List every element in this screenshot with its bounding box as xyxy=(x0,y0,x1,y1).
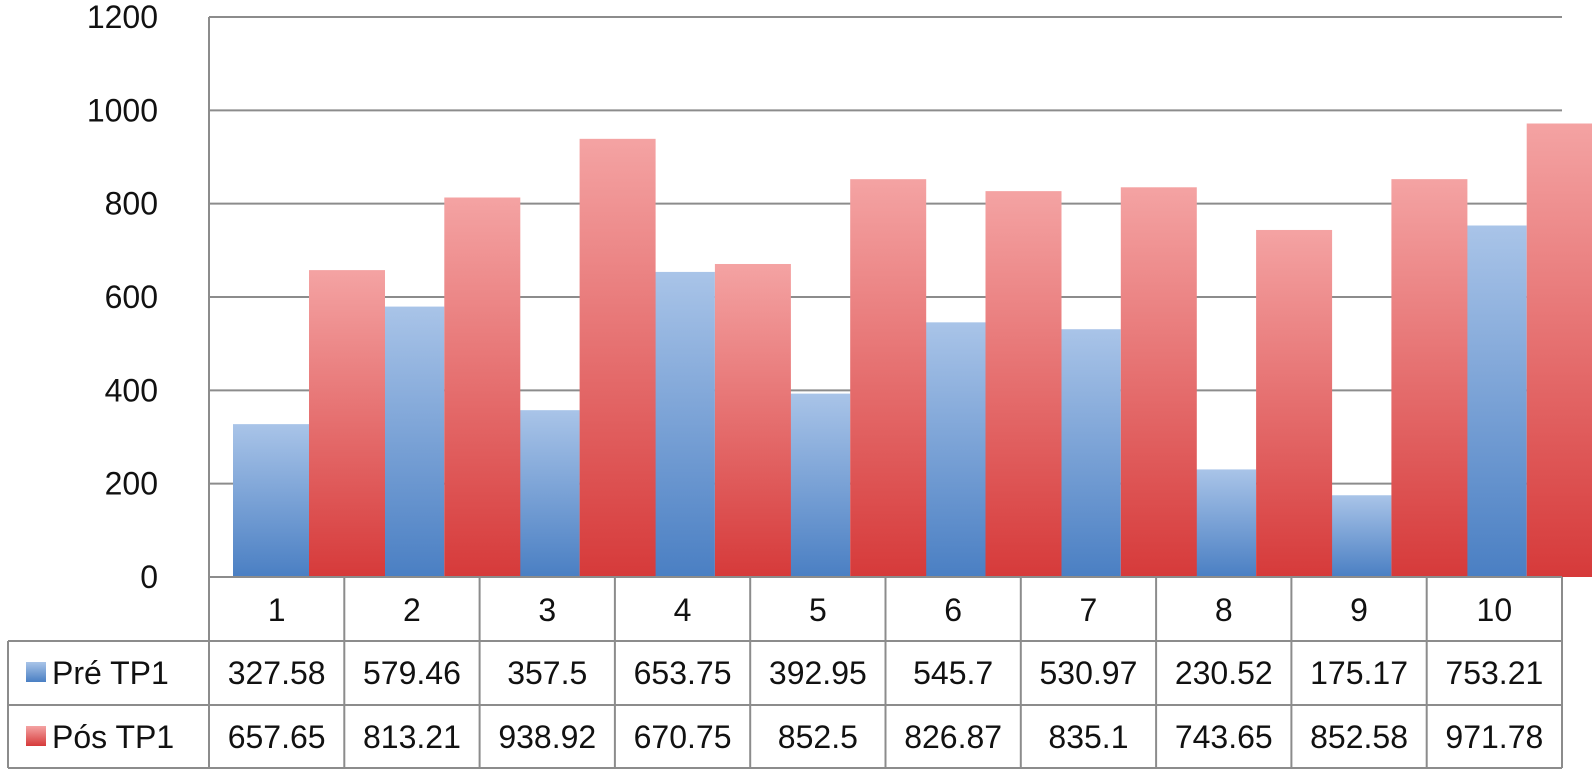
bar-pos-tp1-7 xyxy=(1120,187,1197,577)
data-label: 579.46 xyxy=(363,655,461,691)
x-tick-label: 5 xyxy=(809,592,827,628)
y-tick-label: 200 xyxy=(105,466,158,502)
bar-pos-tp1-2 xyxy=(444,197,521,577)
legend-swatch-pos-tp1 xyxy=(26,726,46,746)
legend-label: Pós TP1 xyxy=(52,719,174,755)
x-tick-label: 1 xyxy=(268,592,286,628)
data-label: 653.75 xyxy=(634,655,732,691)
bar-pos-tp1-5 xyxy=(850,179,927,577)
data-label: 971.78 xyxy=(1445,719,1543,755)
data-label: 392.95 xyxy=(769,655,867,691)
data-label: 545.7 xyxy=(913,655,993,691)
bar-pos-tp1-1 xyxy=(309,270,385,577)
bar-pos-tp1-4 xyxy=(714,263,791,577)
data-label: 852.5 xyxy=(778,719,858,755)
data-label: 175.17 xyxy=(1310,655,1408,691)
bar-pos-tp1-10 xyxy=(1526,123,1592,577)
y-tick-label: 600 xyxy=(105,279,158,315)
bar-pre-tp1-1 xyxy=(233,424,309,577)
x-tick-label: 9 xyxy=(1350,592,1368,628)
y-tick-label: 800 xyxy=(105,186,158,222)
y-tick-label: 1000 xyxy=(87,92,158,128)
y-axis: 0 200 400 600 800 1000 1200 xyxy=(87,0,158,595)
y-tick-label: 400 xyxy=(105,372,158,408)
bar-pos-tp1-9 xyxy=(1391,179,1468,577)
x-tick-label: 10 xyxy=(1477,592,1513,628)
legend-swatch-pre-tp1 xyxy=(26,662,46,682)
bar-pos-tp1-6 xyxy=(985,191,1062,578)
x-tick-label: 2 xyxy=(403,592,421,628)
data-label: 813.21 xyxy=(363,719,461,755)
data-label: 327.58 xyxy=(228,655,326,691)
data-table: 1 2 3 4 5 6 7 8 9 10 Pré TP1 327.58 579.46 357.5 653.7… xyxy=(7,576,1563,769)
x-tick-label: 8 xyxy=(1215,592,1233,628)
data-label: 657.65 xyxy=(228,719,326,755)
data-label: 835.1 xyxy=(1048,719,1128,755)
x-tick-label: 3 xyxy=(538,592,556,628)
data-label: 357.5 xyxy=(507,655,587,691)
data-label: 826.87 xyxy=(904,719,1002,755)
bars xyxy=(233,123,1592,578)
bar-pos-tp1-8 xyxy=(1256,229,1333,578)
data-label: 670.75 xyxy=(634,719,732,755)
legend-label: Pré TP1 xyxy=(52,655,169,691)
data-label: 852.58 xyxy=(1310,719,1408,755)
x-tick-label: 4 xyxy=(674,592,692,628)
bar-pos-tp1-3 xyxy=(579,138,656,577)
data-label: 938.92 xyxy=(498,719,596,755)
x-tick-label: 7 xyxy=(1080,592,1098,628)
x-tick-label: 6 xyxy=(944,592,962,628)
data-label: 753.21 xyxy=(1445,655,1543,691)
y-tick-label: 1200 xyxy=(87,0,158,35)
y-tick-label: 0 xyxy=(140,559,158,595)
data-label: 530.97 xyxy=(1040,655,1138,691)
data-label: 743.65 xyxy=(1175,719,1273,755)
data-label: 230.52 xyxy=(1175,655,1273,691)
